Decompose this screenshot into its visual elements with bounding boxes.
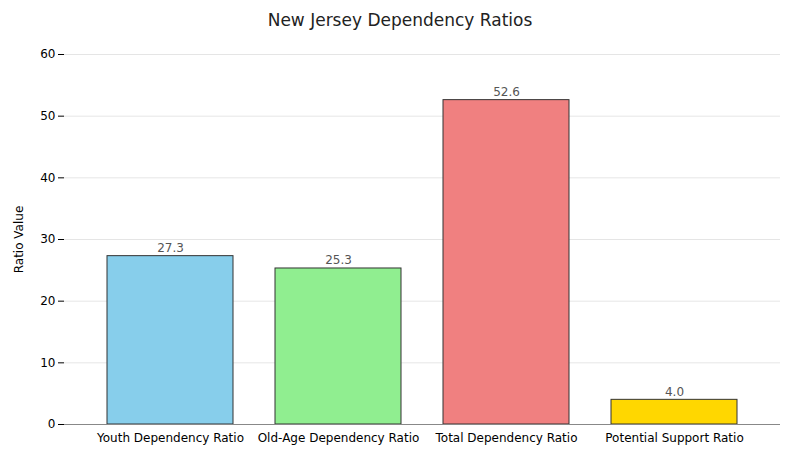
svg-text:Ratio Value: Ratio Value bbox=[12, 206, 26, 274]
svg-text:60: 60 bbox=[40, 47, 55, 61]
svg-text:20: 20 bbox=[40, 294, 55, 308]
svg-text:40: 40 bbox=[40, 171, 55, 185]
svg-text:Total Dependency Ratio: Total Dependency Ratio bbox=[435, 431, 578, 445]
svg-text:4.0: 4.0 bbox=[665, 385, 684, 399]
svg-text:Youth Dependency Ratio: Youth Dependency Ratio bbox=[96, 431, 244, 445]
svg-text:25.3: 25.3 bbox=[325, 253, 352, 267]
svg-text:10: 10 bbox=[40, 356, 55, 370]
svg-text:27.3: 27.3 bbox=[157, 241, 184, 255]
html-text:New Jersey Dependency Ratios: New Jersey Dependency Ratios bbox=[267, 10, 533, 30]
svg-text:Potential Support Ratio: Potential Support Ratio bbox=[605, 431, 743, 445]
svg-text:30: 30 bbox=[40, 232, 55, 246]
svg-text:50: 50 bbox=[40, 109, 55, 123]
svg-text:0: 0 bbox=[48, 417, 56, 431]
svg-text:52.6: 52.6 bbox=[493, 85, 520, 99]
svg-text:Old-Age Dependency Ratio: Old-Age Dependency Ratio bbox=[258, 431, 420, 445]
